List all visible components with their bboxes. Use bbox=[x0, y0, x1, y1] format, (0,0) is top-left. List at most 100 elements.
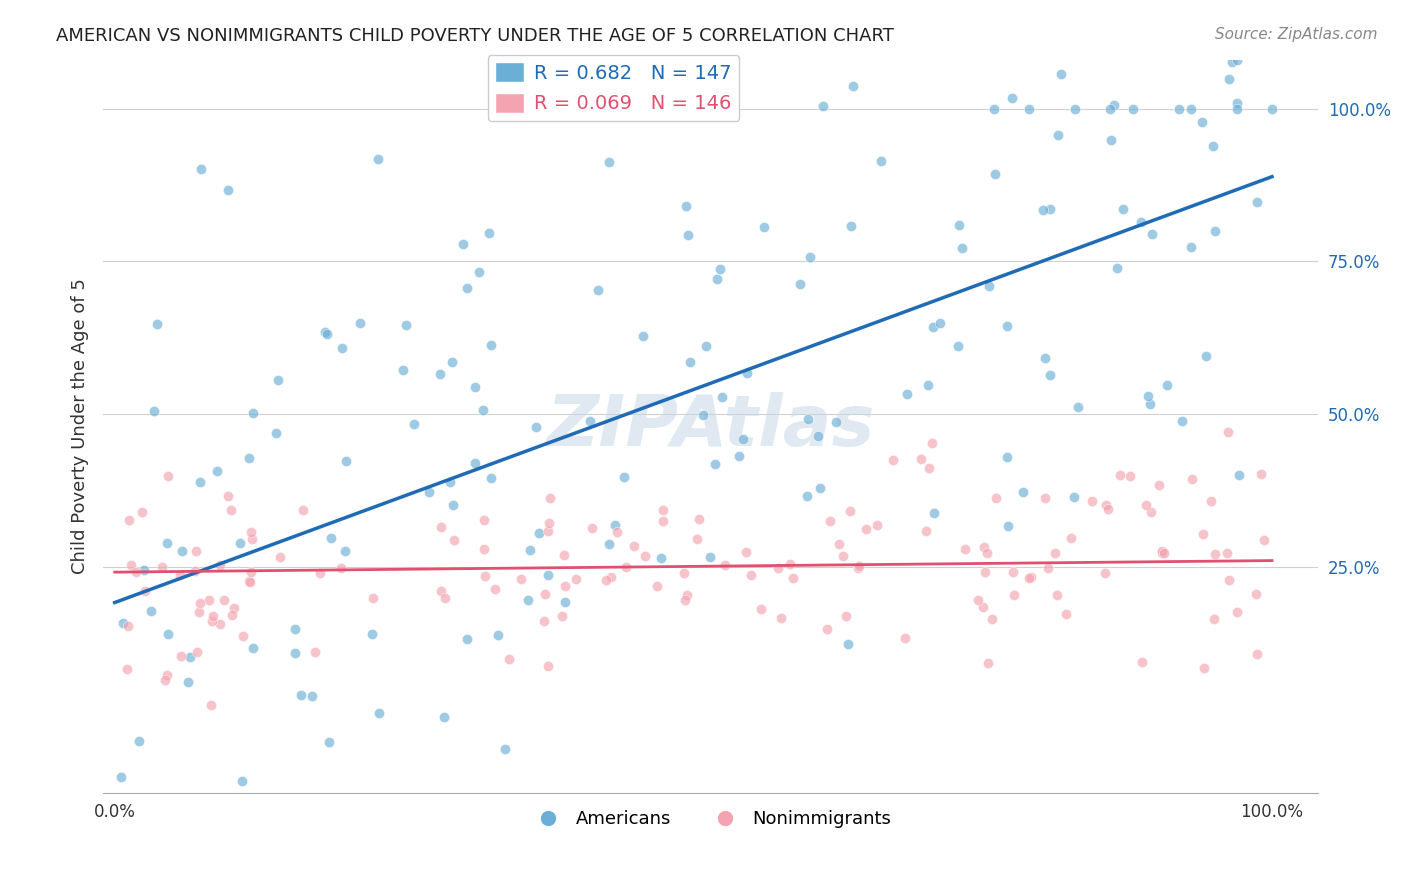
Nonimmigrants bbox=[1246, 647, 1268, 661]
Nonimmigrants bbox=[553, 549, 575, 563]
Americans bbox=[439, 475, 461, 489]
Americans bbox=[177, 675, 200, 690]
Nonimmigrants bbox=[484, 582, 506, 596]
Americans bbox=[950, 241, 973, 255]
Nonimmigrants bbox=[498, 651, 520, 665]
Nonimmigrants bbox=[915, 524, 938, 538]
Nonimmigrants bbox=[977, 656, 1000, 670]
Nonimmigrants bbox=[749, 602, 772, 616]
Nonimmigrants bbox=[221, 503, 243, 517]
Americans bbox=[471, 402, 494, 417]
Nonimmigrants bbox=[1081, 494, 1104, 508]
Nonimmigrants bbox=[1097, 502, 1119, 516]
Americans bbox=[984, 168, 1007, 182]
Americans bbox=[1122, 102, 1144, 116]
Nonimmigrants bbox=[735, 545, 758, 559]
Nonimmigrants bbox=[434, 591, 457, 605]
Nonimmigrants bbox=[1033, 491, 1056, 506]
Nonimmigrants bbox=[606, 524, 628, 539]
Americans bbox=[1018, 102, 1040, 116]
Americans bbox=[333, 543, 356, 558]
Nonimmigrants bbox=[972, 599, 994, 614]
Americans bbox=[264, 426, 287, 441]
Americans bbox=[1033, 351, 1056, 365]
Nonimmigrants bbox=[430, 519, 453, 533]
Nonimmigrants bbox=[1094, 566, 1116, 581]
Nonimmigrants bbox=[769, 611, 792, 625]
Americans bbox=[1168, 102, 1191, 116]
Nonimmigrants bbox=[1019, 570, 1042, 584]
Nonimmigrants bbox=[866, 517, 889, 532]
Americans bbox=[929, 316, 952, 330]
Americans bbox=[709, 261, 731, 276]
Americans bbox=[706, 271, 728, 285]
Y-axis label: Child Poverty Under the Age of 5: Child Poverty Under the Age of 5 bbox=[72, 278, 89, 574]
Americans bbox=[314, 326, 336, 340]
Nonimmigrants bbox=[554, 579, 576, 593]
Nonimmigrants bbox=[1194, 661, 1216, 675]
Nonimmigrants bbox=[238, 574, 260, 588]
Americans bbox=[1032, 202, 1054, 217]
Americans bbox=[1098, 102, 1121, 116]
Americans bbox=[921, 319, 943, 334]
Americans bbox=[519, 542, 541, 557]
Nonimmigrants bbox=[430, 584, 453, 599]
Americans bbox=[157, 627, 180, 641]
Nonimmigrants bbox=[1181, 472, 1204, 486]
Nonimmigrants bbox=[1152, 543, 1174, 558]
Americans bbox=[704, 457, 727, 471]
Nonimmigrants bbox=[240, 532, 263, 546]
Americans bbox=[754, 220, 776, 235]
Nonimmigrants bbox=[614, 560, 637, 574]
Americans bbox=[711, 391, 734, 405]
Americans bbox=[456, 281, 478, 295]
Americans bbox=[318, 734, 340, 748]
Nonimmigrants bbox=[188, 596, 211, 610]
Americans bbox=[1067, 400, 1090, 414]
Nonimmigrants bbox=[509, 572, 531, 586]
Americans bbox=[679, 355, 702, 369]
Americans bbox=[527, 525, 550, 540]
Nonimmigrants bbox=[1191, 527, 1213, 541]
Nonimmigrants bbox=[239, 574, 262, 589]
Nonimmigrants bbox=[533, 614, 555, 628]
Nonimmigrants bbox=[153, 673, 176, 687]
Americans bbox=[524, 420, 547, 434]
Americans bbox=[1226, 53, 1249, 67]
Nonimmigrants bbox=[581, 521, 603, 535]
Americans bbox=[598, 537, 620, 551]
Nonimmigrants bbox=[198, 593, 221, 607]
Nonimmigrants bbox=[201, 608, 224, 623]
Americans bbox=[1195, 349, 1218, 363]
Americans bbox=[284, 646, 307, 660]
Americans bbox=[807, 428, 830, 442]
Nonimmigrants bbox=[782, 570, 804, 584]
Nonimmigrants bbox=[537, 659, 560, 673]
Nonimmigrants bbox=[973, 540, 995, 554]
Nonimmigrants bbox=[232, 629, 254, 643]
Nonimmigrants bbox=[239, 524, 262, 539]
Nonimmigrants bbox=[187, 605, 209, 619]
Nonimmigrants bbox=[1018, 571, 1040, 585]
Nonimmigrants bbox=[330, 560, 353, 574]
Americans bbox=[179, 650, 201, 665]
Americans bbox=[128, 734, 150, 748]
Nonimmigrants bbox=[1204, 612, 1226, 626]
Americans bbox=[1226, 95, 1249, 110]
Nonimmigrants bbox=[1199, 494, 1222, 508]
Americans bbox=[948, 339, 970, 353]
Americans bbox=[1039, 368, 1062, 382]
Americans bbox=[111, 615, 134, 630]
Americans bbox=[841, 79, 863, 94]
Americans bbox=[1136, 389, 1159, 403]
Nonimmigrants bbox=[240, 565, 263, 579]
Nonimmigrants bbox=[714, 558, 737, 572]
Nonimmigrants bbox=[623, 539, 645, 553]
Americans bbox=[1063, 490, 1085, 504]
Americans bbox=[330, 341, 353, 355]
Americans bbox=[190, 475, 212, 489]
Americans bbox=[825, 415, 848, 429]
Nonimmigrants bbox=[984, 491, 1007, 505]
Americans bbox=[728, 449, 751, 463]
Nonimmigrants bbox=[600, 570, 623, 584]
